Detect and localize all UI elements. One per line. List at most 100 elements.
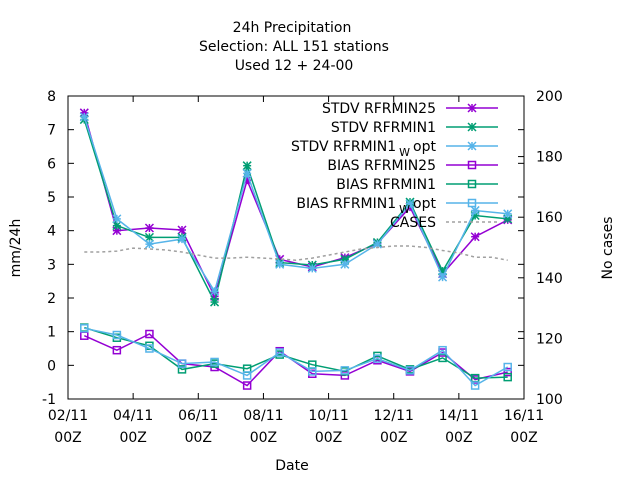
series-line-1 [83, 119, 508, 305]
series-5-point [242, 371, 252, 380]
series-5-point [145, 344, 154, 353]
series-layer [79, 108, 513, 390]
y2-tick-label: 160 [536, 210, 563, 226]
legend-marker-4 [467, 179, 477, 189]
series-2-point [79, 112, 89, 122]
series-5-point [112, 330, 122, 340]
series-5-point [80, 324, 89, 333]
series-3-point [112, 345, 122, 355]
series-2-point [210, 286, 220, 296]
series-5-point [438, 345, 447, 355]
series-2-point [470, 205, 480, 215]
y2-axis-label: No cases [600, 217, 616, 280]
series-2-point [340, 259, 350, 269]
series-5-point [177, 359, 187, 368]
series-0-point [144, 223, 154, 233]
x-axis: 02/11 00Z 04/11 00Z 06/11 00Z 08/11 00Z 10/11 00Z… [48, 96, 544, 446]
series-3-point [80, 331, 89, 340]
y-axis-label: mm/24h [8, 219, 24, 278]
y-tick-label: 3 [47, 257, 56, 273]
series-2-point [405, 199, 415, 209]
series-4-point [177, 365, 187, 374]
legend-label-4: BIAS RFRMIN1 [336, 177, 436, 193]
x-tick-label-hour: 00Z [185, 430, 212, 446]
series-2-point [503, 209, 513, 219]
series-2-point [242, 168, 252, 178]
x-tick-label-hour: 00Z [510, 430, 537, 446]
legend-label-0: STDV RFRMIN25 [322, 101, 436, 117]
x-tick-label-date: 10/11 [308, 408, 348, 424]
x-tick-label-date: 16/11 [504, 408, 544, 424]
y-axis-left: -1 0 1 2 3 4 5 6 7 8 [42, 89, 524, 408]
y-axis-right: 100 120 140 160 180 200 [518, 89, 563, 408]
series-line-2 [83, 116, 508, 294]
y-tick-label: 1 [47, 325, 56, 341]
x-tick-label-hour: 00Z [380, 430, 407, 446]
series-2-point [275, 259, 285, 269]
legend-label-6: CASES [390, 215, 436, 231]
series-1-point [112, 221, 122, 231]
y-tick-label: 0 [47, 358, 56, 374]
series-line-4 [84, 326, 508, 379]
y-tick-label: 2 [47, 291, 56, 307]
y-tick-label: 4 [47, 224, 56, 240]
series-5-point [373, 354, 382, 363]
series-5-point [405, 366, 415, 375]
x-tick-label-hour: 00Z [315, 430, 342, 446]
legend-marker-0 [467, 103, 477, 113]
x-tick-label-date: 06/11 [178, 408, 218, 424]
series-5-point [275, 348, 284, 357]
chart-title-line-1: 24h Precipitation [233, 20, 352, 36]
series-0-point [470, 232, 480, 242]
series-2-point [438, 272, 448, 282]
x-tick-label-hour: 00Z [119, 430, 146, 446]
legend-marker-2 [467, 141, 477, 151]
x-tick-label-hour: 00Z [445, 430, 472, 446]
y2-tick-label: 100 [536, 392, 563, 408]
series-line-6 [84, 245, 508, 261]
series-2-point [307, 263, 317, 273]
x-axis-label: Date [275, 458, 308, 474]
y-tick-label: 8 [47, 89, 56, 105]
x-tick-label-date: 02/11 [48, 408, 88, 424]
series-1-point [144, 232, 154, 242]
chart-title-line-3: Used 12 + 24-00 [235, 58, 354, 74]
series-5-point [210, 357, 219, 367]
x-tick-label-date: 04/11 [113, 408, 153, 424]
series-1-point [210, 297, 220, 307]
y2-tick-label: 140 [536, 271, 563, 287]
x-tick-label-date: 12/11 [374, 408, 414, 424]
series-3-point [145, 329, 154, 339]
series-4-point [503, 372, 512, 382]
series-5-point [308, 367, 317, 376]
series-0-point [177, 225, 187, 235]
legend-label-1: STDV RFRMIN1 [331, 120, 436, 136]
y-tick-label: 5 [47, 190, 56, 206]
x-tick-label-hour: 00Z [54, 430, 81, 446]
plot-frame [67, 95, 525, 400]
legend-marker-3 [467, 160, 477, 170]
series-5-point [470, 381, 480, 390]
legend-label-3: BIAS RFRMIN25 [327, 158, 436, 174]
y2-tick-label: 180 [536, 150, 563, 166]
x-tick-label-hour: 00Z [250, 430, 277, 446]
series-3-point [242, 381, 252, 390]
y2-tick-label: 200 [536, 89, 563, 105]
series-2-point [177, 234, 187, 244]
y-tick-label: -1 [42, 392, 56, 408]
series-1-point [242, 161, 252, 171]
y2-tick-label: 120 [536, 331, 563, 347]
series-5-point [503, 362, 512, 372]
y-tick-label: 6 [47, 156, 56, 172]
y-tick-label: 7 [47, 123, 56, 139]
x-tick-label-date: 08/11 [243, 408, 283, 424]
series-line-5 [84, 327, 509, 387]
chart-title: 24h Precipitation Selection: ALL 151 sta… [199, 20, 389, 74]
chart-title-line-2: Selection: ALL 151 stations [199, 39, 389, 55]
series-3-point [503, 367, 512, 377]
series-2-point [144, 239, 154, 249]
